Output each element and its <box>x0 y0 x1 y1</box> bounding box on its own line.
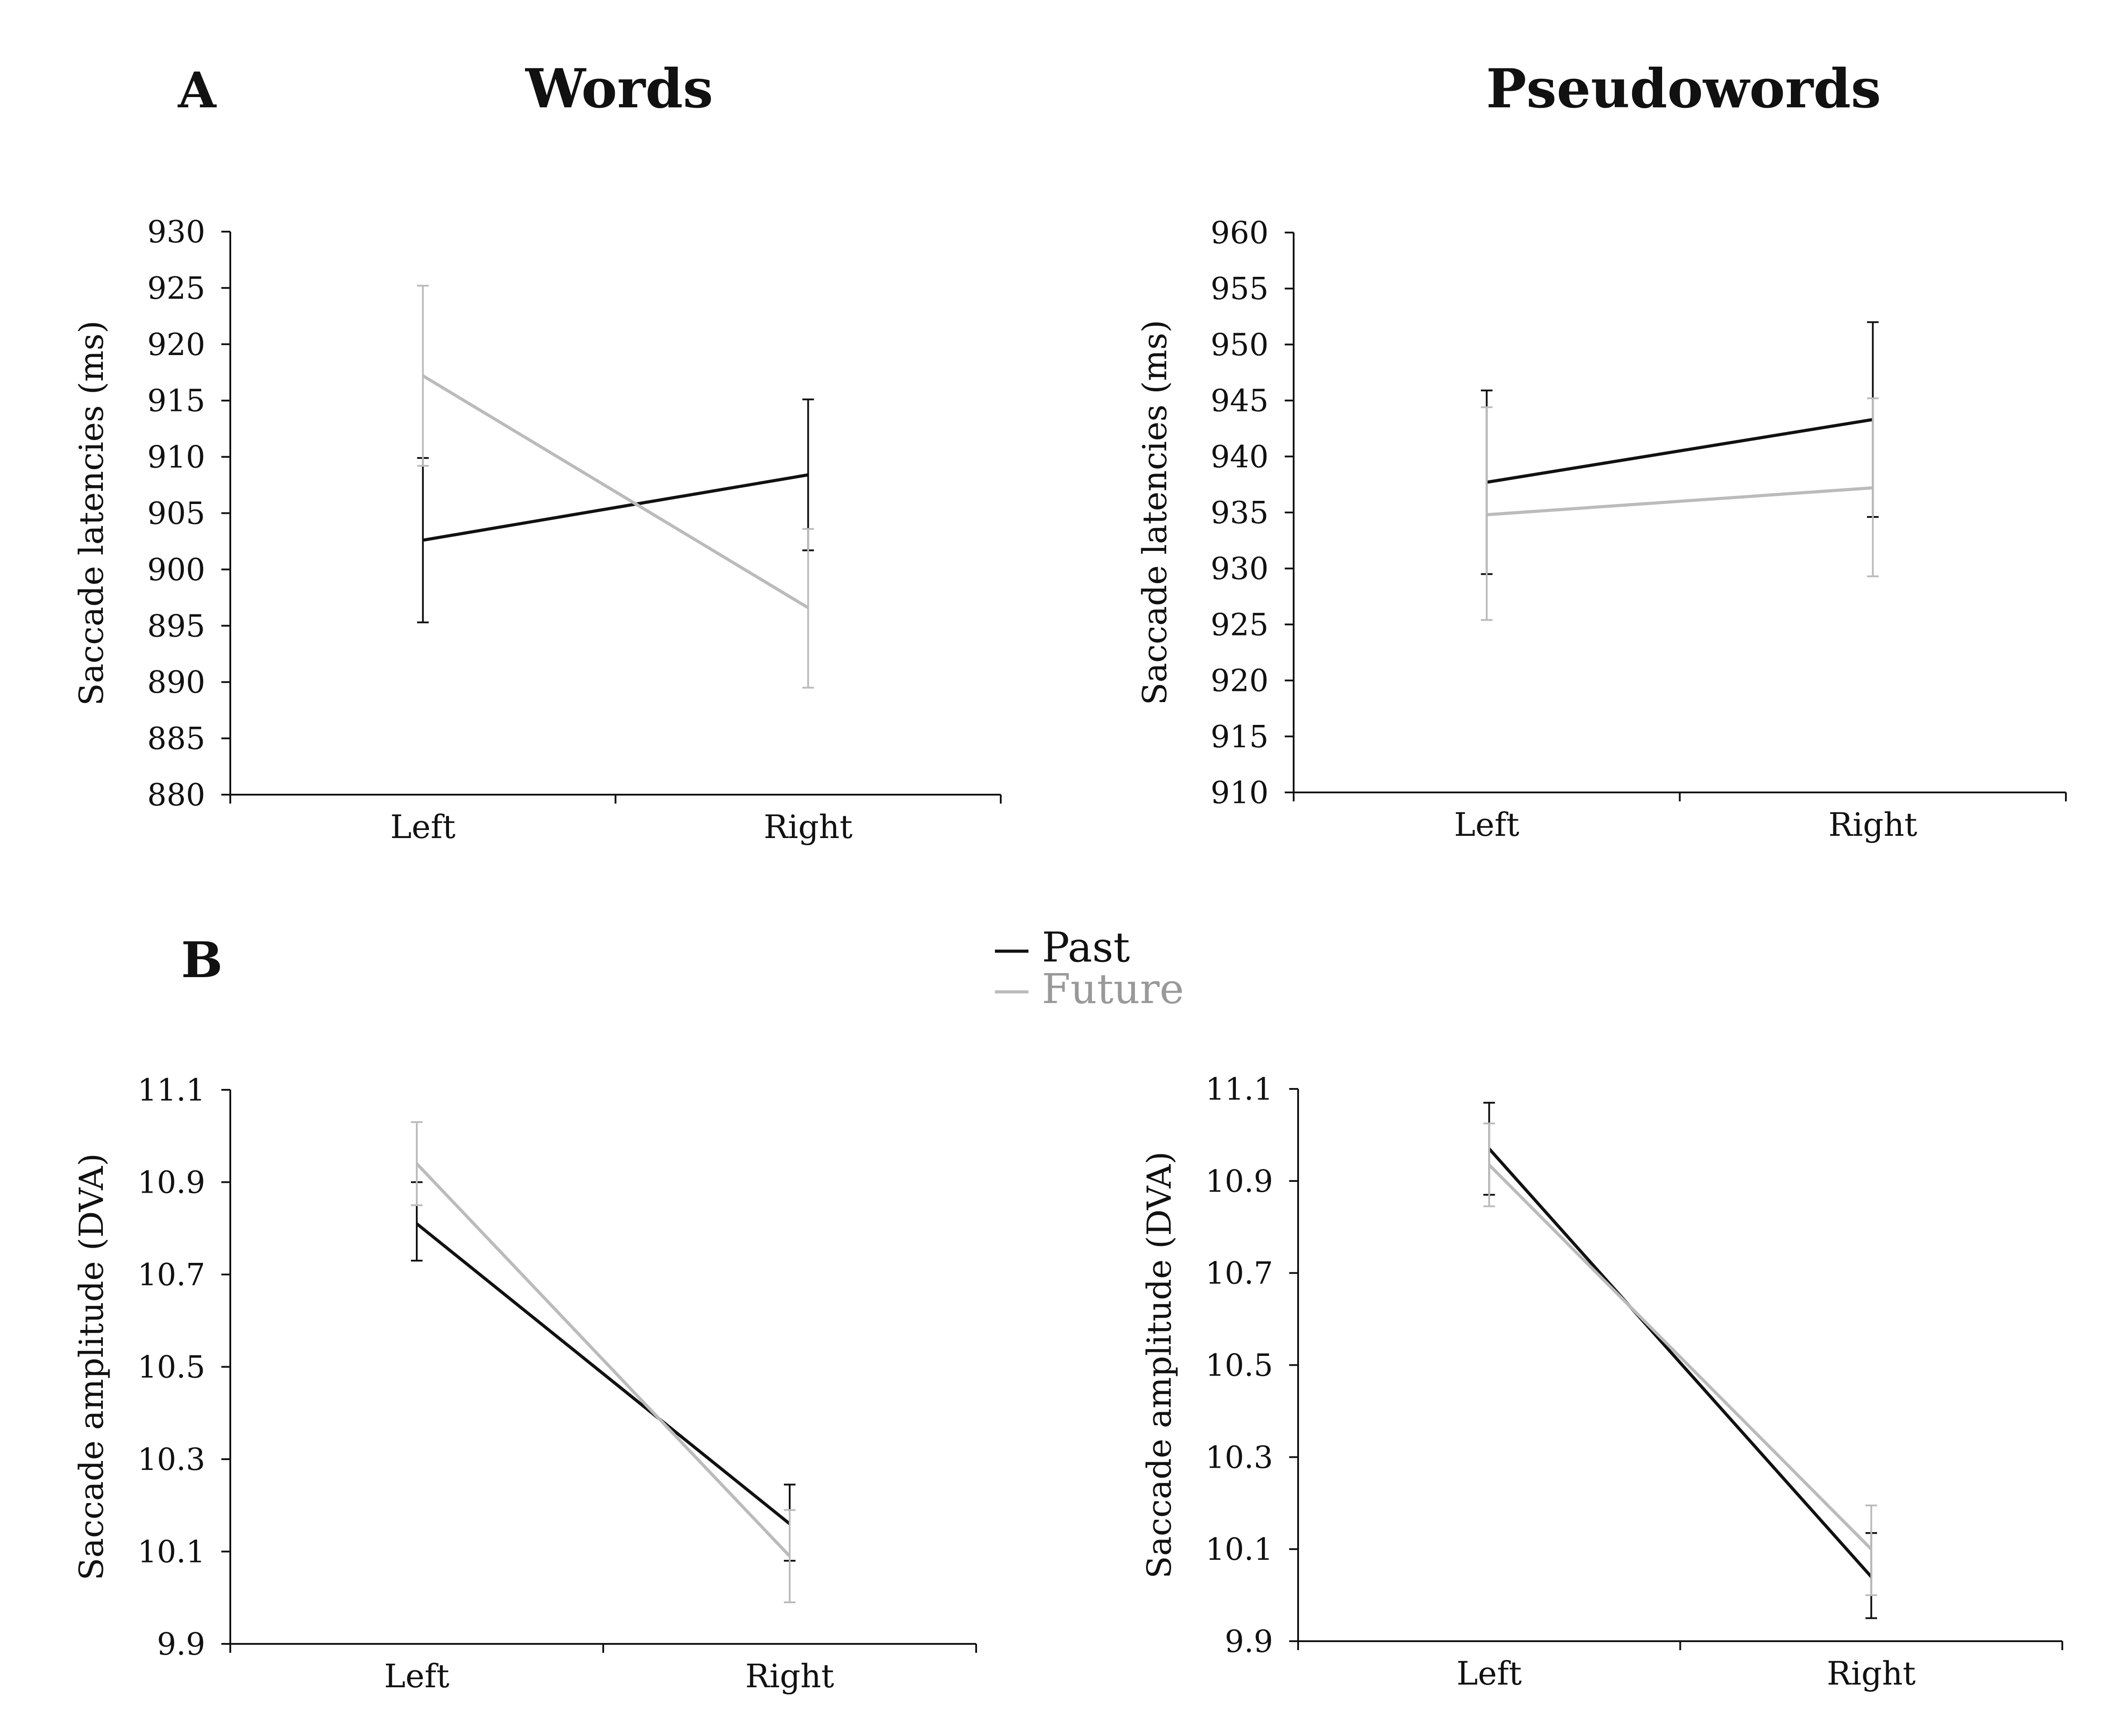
legend-label-past: Past <box>1042 923 1130 971</box>
y-tick-label: 910 <box>1210 775 1269 811</box>
y-tick-label: 10.5 <box>138 1350 205 1385</box>
y-tick-label: 880 <box>147 778 205 813</box>
legend: Past Future <box>995 923 1184 1013</box>
y-tick-label: 10.3 <box>1206 1440 1273 1475</box>
y-tick-label: 905 <box>147 496 205 532</box>
chart-words-latency: 880 885 890 895 900 905 910 915 920 925 930 Left Rig… <box>72 215 1002 846</box>
y-tick-label: 925 <box>1210 607 1269 643</box>
y-tick-label: 935 <box>1210 495 1269 531</box>
series-line-past <box>415 1222 791 1525</box>
series-line-future <box>1488 1164 1873 1550</box>
legend-label-future: Future <box>1042 965 1184 1013</box>
x-tick-label: Left <box>390 808 456 846</box>
x-tick-label: Right <box>1827 1655 1916 1692</box>
x-tick-label: Right <box>745 1657 834 1695</box>
y-tick-label: 930 <box>147 215 205 250</box>
y-tick-label: 940 <box>1210 440 1269 475</box>
series-line-past <box>1488 1147 1873 1578</box>
column-title-pseudowords: Pseudowords <box>1486 57 1881 120</box>
y-tick-label: 10.1 <box>138 1535 205 1570</box>
y-tick-label: 895 <box>147 609 205 644</box>
y-tick-label: 10.9 <box>138 1165 205 1201</box>
error-bar-future <box>1867 397 1879 577</box>
error-bar-future <box>802 528 814 689</box>
series-line-future <box>422 374 809 610</box>
y-axis-title-pseudowords-amplitude: Saccade amplitude (DVA) <box>1140 1152 1179 1579</box>
y-tick-label: 885 <box>147 721 205 757</box>
y-tick-label: 10.5 <box>1206 1348 1273 1384</box>
y-tick-label: 10.7 <box>138 1258 205 1293</box>
panel-letter-a: A <box>178 61 217 119</box>
chart-words-amplitude: 9.9 10.1 10.3 10.5 10.7 10.9 11.1 Left Right Sacc… <box>72 1073 977 1695</box>
y-tick-label: 955 <box>1210 271 1269 307</box>
y-tick-label: 900 <box>147 552 205 588</box>
panel-letter-b: B <box>181 931 223 989</box>
x-tick-label: Right <box>764 808 853 846</box>
y-axis-title-pseudowords-latency: Saccade latencies (ms) <box>1136 320 1174 705</box>
y-tick-label: 915 <box>147 384 205 419</box>
y-tick-label: 925 <box>147 271 205 306</box>
y-tick-label: 950 <box>1210 327 1269 363</box>
column-title-words: Words <box>525 57 713 120</box>
y-tick-label: 10.1 <box>1206 1532 1273 1567</box>
y-tick-label: 11.1 <box>138 1073 205 1108</box>
x-tick-label: Left <box>1454 806 1519 843</box>
y-tick-label: 945 <box>1210 384 1269 419</box>
y-tick-label: 930 <box>1210 551 1269 587</box>
y-tick-label: 10.9 <box>1206 1164 1273 1199</box>
y-tick-label: 890 <box>147 665 205 700</box>
y-tick-label: 10.7 <box>1206 1256 1273 1291</box>
y-tick-label: 9.9 <box>1225 1624 1273 1660</box>
series-line-future <box>415 1162 791 1558</box>
y-tick-label: 11.1 <box>1206 1072 1273 1107</box>
y-tick-label: 910 <box>147 440 205 475</box>
x-tick-label: Left <box>1456 1655 1522 1692</box>
y-tick-label: 920 <box>1210 664 1269 699</box>
x-tick-label: Left <box>384 1657 449 1695</box>
x-tick-label: Right <box>1828 806 1917 843</box>
y-tick-label: 915 <box>1210 720 1269 755</box>
y-tick-label: 960 <box>1210 216 1269 251</box>
y-tick-label: 10.3 <box>138 1442 205 1478</box>
series-line-future <box>1486 486 1873 517</box>
y-tick-label: 920 <box>147 327 205 363</box>
y-axis-title-words-latency: Saccade latencies (ms) <box>72 321 111 706</box>
chart-pseudowords-latency: 910 915 920 925 930 935 940 945 950 955 960 Left Rig… <box>1136 216 2067 843</box>
error-bar-future <box>1865 1504 1877 1596</box>
y-tick-label: 9.9 <box>157 1627 205 1662</box>
chart-pseudowords-amplitude: 9.9 10.1 10.3 10.5 10.7 10.9 11.1 Left Right Sacc… <box>1140 1072 2063 1692</box>
y-axis-title-words-amplitude: Saccade amplitude (DVA) <box>72 1153 111 1580</box>
series-line-past <box>1486 418 1873 484</box>
series-line-past <box>423 473 808 542</box>
